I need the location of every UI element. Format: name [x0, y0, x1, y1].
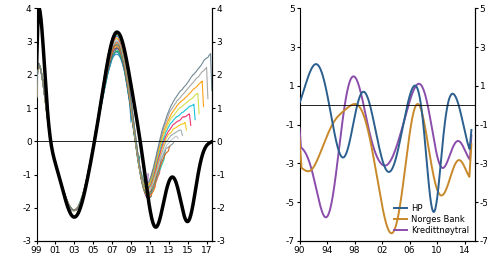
Legend: HP, Norges Bank, Kredittnøytral: HP, Norges Bank, Kredittnøytral — [393, 202, 470, 237]
